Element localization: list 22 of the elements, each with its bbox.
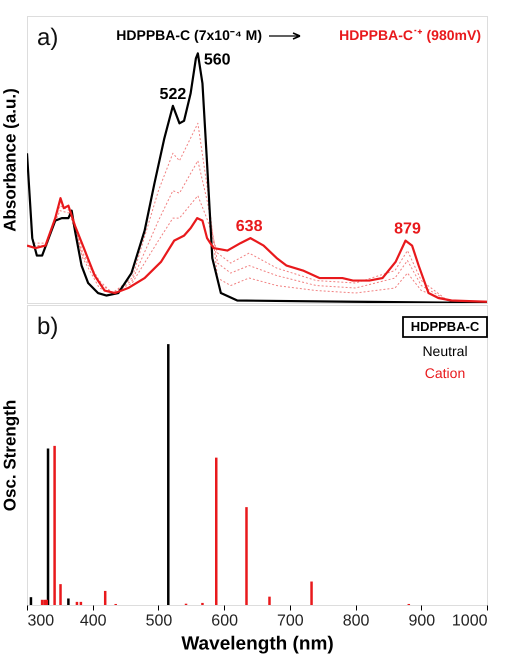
x-tick-label: 800 bbox=[342, 612, 370, 630]
x-tick-label: 900 bbox=[408, 612, 436, 630]
x-tick-label: 700 bbox=[277, 612, 304, 630]
x-axis-title: Wavelength (nm) bbox=[181, 634, 334, 654]
x-tick-label: 500 bbox=[146, 612, 172, 630]
x-tick-label: 300 bbox=[28, 612, 54, 630]
x-tick-label: 400 bbox=[80, 612, 107, 630]
legend-label: HDPPBA-C (7x10⁻⁴ M) bbox=[116, 27, 262, 43]
annotation: 522 bbox=[160, 86, 186, 103]
legend-title: HDPPBA-C bbox=[410, 319, 480, 334]
x-tick-label: 600 bbox=[211, 612, 238, 630]
annotation: 560 bbox=[204, 51, 231, 68]
text: HDPPBA-C˙⁺ (980mV) bbox=[339, 27, 481, 43]
y-axis-title: Absorbance (a.u.) bbox=[0, 88, 20, 232]
annotation: 879 bbox=[394, 220, 421, 238]
text: a) bbox=[37, 24, 58, 51]
text: Neutral bbox=[422, 343, 468, 359]
text: Cation bbox=[424, 365, 466, 381]
y-axis-title: Osc. Strength bbox=[0, 400, 20, 512]
text: b) bbox=[37, 313, 58, 340]
x-tick-label: 1000 bbox=[452, 612, 488, 630]
annotation: 638 bbox=[236, 218, 263, 236]
